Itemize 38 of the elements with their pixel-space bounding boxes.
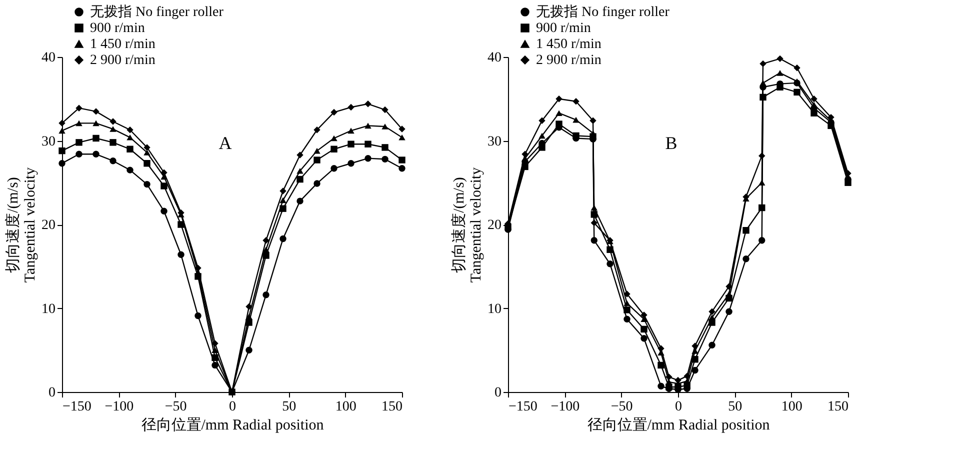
y-tick-label: 40 — [42, 50, 56, 66]
y-tick-label: 10 — [488, 302, 502, 317]
y-tick-label: 20 — [42, 218, 56, 233]
legend-label: 1 450 r/min — [536, 37, 602, 52]
y-tick-label: 0 — [48, 386, 56, 400]
x-tick-label: −100 — [550, 400, 580, 414]
legend-label: 2 900 r/min — [536, 53, 602, 68]
annotation: A — [218, 133, 232, 154]
legend-label: 2 900 r/min — [90, 53, 156, 68]
x-tick-label: 150 — [828, 400, 848, 414]
y-tick-label: 30 — [488, 134, 502, 150]
legend-label: 900 r/min — [90, 21, 145, 36]
legend-label: 1 450 r/min — [90, 37, 156, 52]
x-tick-label: 0 — [675, 400, 682, 414]
x-tick-label: 100 — [781, 400, 802, 414]
x-tick-label: −50 — [164, 400, 187, 414]
x-tick-label: 0 — [229, 400, 236, 414]
x-tick-label: −150 — [62, 400, 92, 414]
y-tick-label: 30 — [42, 134, 56, 150]
x-axis-title: 径向位置/mm Radial position — [587, 416, 770, 434]
x-tick-label: 50 — [282, 400, 296, 414]
x-tick-label: 100 — [335, 400, 356, 414]
y-tick-label: 0 — [494, 386, 502, 400]
x-tick-label: 150 — [382, 400, 402, 414]
y-axis-title: 切向速度/(m/s) Tangential velocity — [450, 166, 484, 283]
annotation: B — [665, 133, 678, 154]
x-tick-label: 50 — [728, 400, 742, 414]
x-tick-label: −150 — [508, 400, 538, 414]
x-tick-label: −50 — [610, 400, 633, 414]
legend-label: 900 r/min — [536, 21, 591, 36]
y-axis-title: 切向速度/(m/s) Tangential velocity — [4, 166, 38, 283]
y-tick-label: 40 — [488, 50, 502, 66]
legend-label: 无拨指 No finger roller — [536, 4, 670, 20]
x-tick-label: −100 — [104, 400, 134, 414]
legend-label: 无拨指 No finger roller — [90, 4, 224, 20]
x-axis-title: 径向位置/mm Radial position — [141, 416, 324, 434]
y-tick-label: 10 — [42, 302, 56, 317]
y-tick-label: 20 — [488, 218, 502, 233]
